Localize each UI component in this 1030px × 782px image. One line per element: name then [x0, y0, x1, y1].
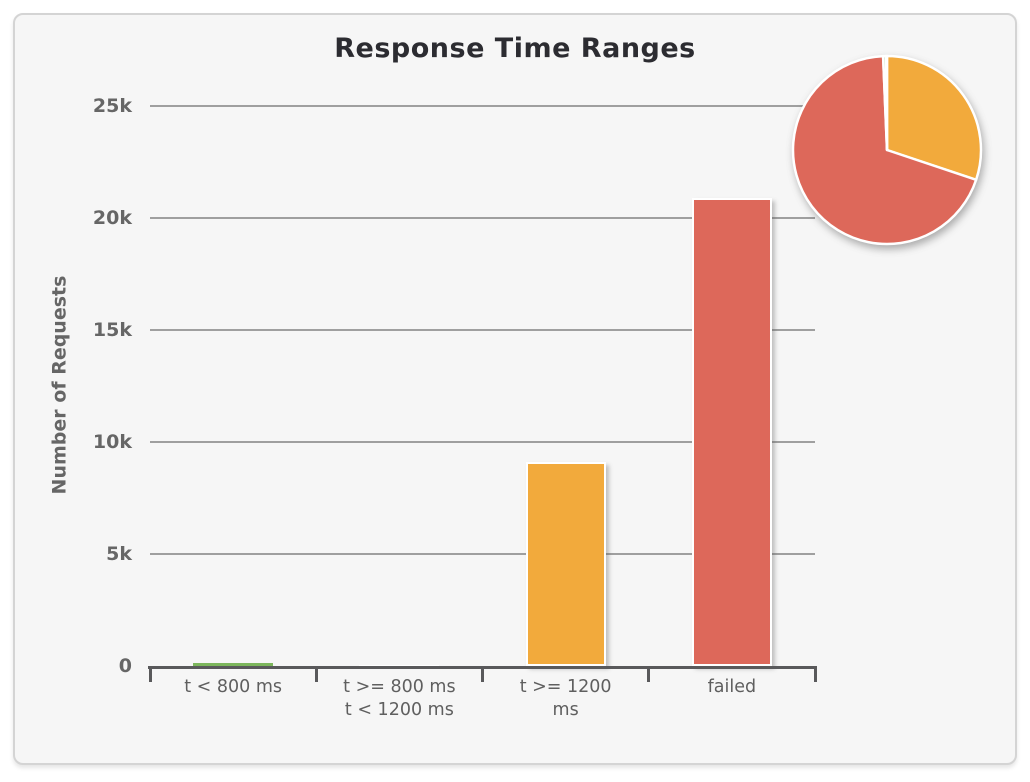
pie-slice-t-1200-ms[interactable] [885, 54, 983, 182]
bar-failed[interactable] [691, 197, 772, 666]
ytick-label-20k: 20k [92, 207, 132, 229]
bar-t-1200-ms[interactable] [525, 462, 606, 666]
bar-t-800-ms[interactable] [193, 662, 274, 666]
ytick-label-25k: 25k [92, 95, 132, 117]
gridline-15k [150, 329, 815, 331]
x-axis-tick-0 [148, 666, 152, 682]
chart-title: Response Time Ranges [334, 33, 696, 64]
xtick-label-t-800-ms-t-1200-ms: t >= 800 ms t < 1200 ms [343, 677, 456, 720]
x-axis-tick-3 [647, 666, 651, 682]
xtick-label-failed: failed [707, 677, 757, 697]
ytick-label-0: 0 [118, 655, 132, 677]
gridline-10k [150, 441, 815, 443]
pie-chart [791, 54, 983, 246]
pie-slice-t-800-ms-t-1200-ms[interactable] [884, 54, 889, 152]
bar-t-800-ms-t-1200-ms[interactable] [359, 664, 440, 666]
ytick-label-15k: 15k [92, 319, 132, 341]
ytick-label-5k: 5k [106, 543, 132, 565]
gridline-25k [150, 105, 815, 107]
pie-slice-failed[interactable] [791, 54, 978, 246]
ytick-label-10k: 10k [92, 431, 132, 453]
gridline-20k [150, 217, 815, 219]
xtick-label-t-800-ms: t < 800 ms [184, 677, 283, 697]
gridline-5k [150, 553, 815, 555]
x-axis-tick-1 [314, 666, 318, 682]
xtick-label-t-1200-ms: t >= 1200 ms [519, 677, 612, 720]
x-axis-tick-2 [481, 666, 484, 682]
x-axis-tick-4 [813, 666, 817, 682]
y-axis-title: Number of Requests [48, 275, 71, 495]
